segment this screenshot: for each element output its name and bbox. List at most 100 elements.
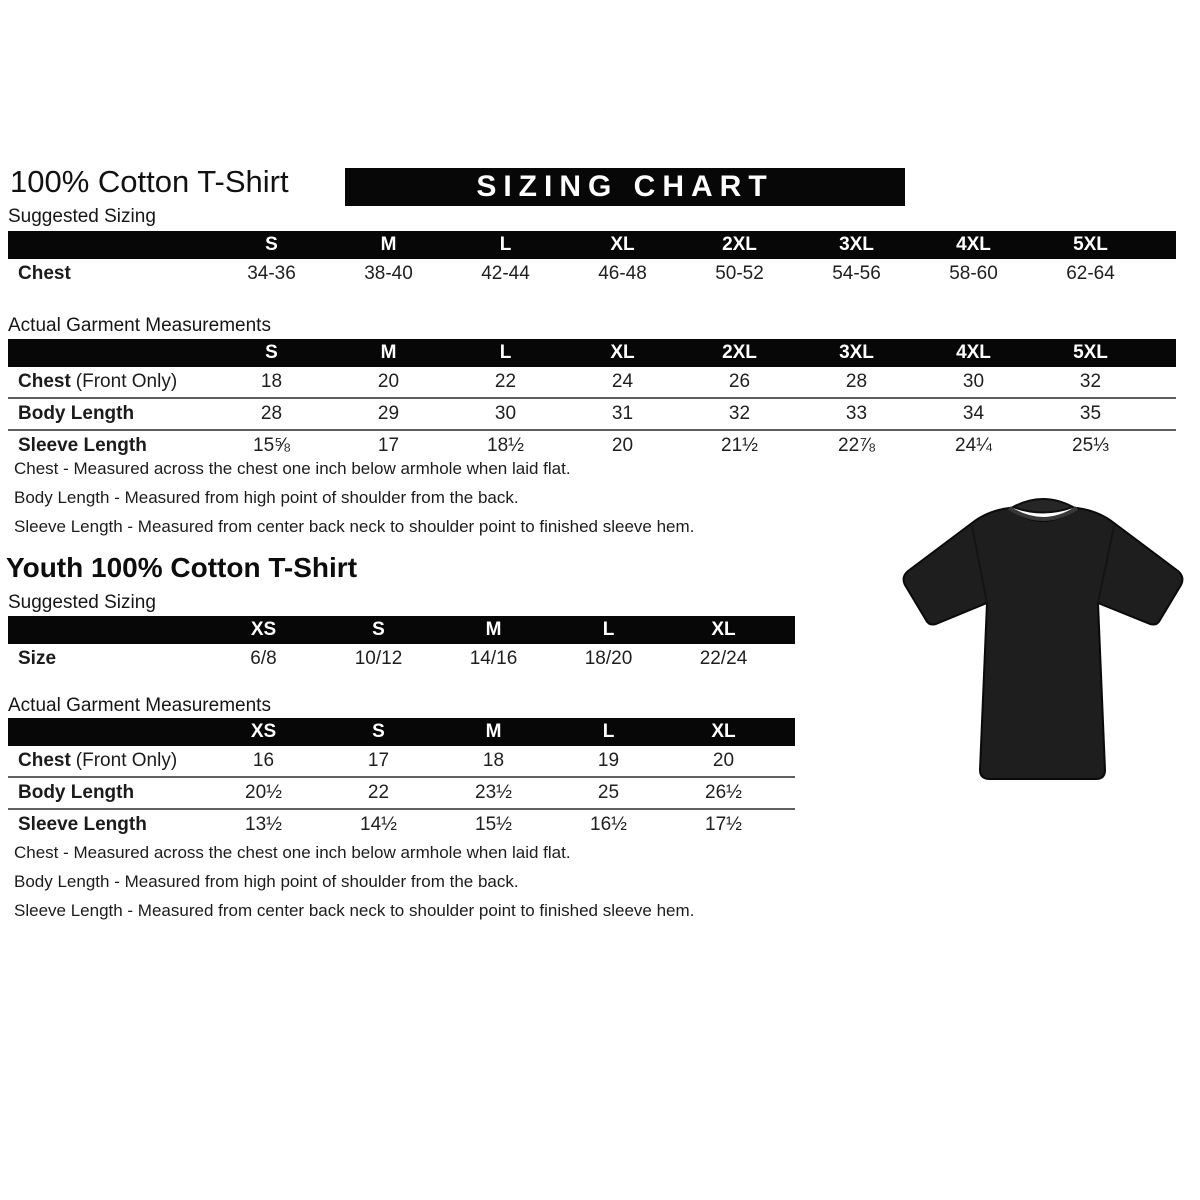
size-column-header: XS xyxy=(206,718,321,746)
size-column-header: L xyxy=(551,718,666,746)
cell-value: 10/12 xyxy=(354,648,403,669)
size-column-header: M xyxy=(330,339,447,367)
size-column-header: S xyxy=(321,616,436,644)
cell-value: 22⅞ xyxy=(798,429,915,461)
size-header-row: S M L XL 2XL 3XL 4XL 5XL xyxy=(8,231,1176,259)
header-spacer xyxy=(8,616,206,644)
row-label-suffix: (Front Only) xyxy=(75,750,178,771)
cell-value: 29 xyxy=(330,397,447,430)
cell-value: 34 xyxy=(915,397,1032,430)
size-column-header: M xyxy=(436,718,551,746)
adult-measurements-table: S M L XL 2XL 3XL 4XL 5XL Chest (Front Onl… xyxy=(8,339,1176,461)
size-header-row: XS S M L XL xyxy=(8,616,795,644)
table-row: Chest (Front Only) 18 20 22 24 26 28 30 3… xyxy=(8,367,1176,398)
size-column-header: XL xyxy=(666,718,781,746)
cell-value: 50-52 xyxy=(715,263,764,284)
youth-measurements-table: XS S M L XL Chest (Front Only) 16 17 18 1… xyxy=(8,718,795,840)
note-line: Body Length - Measured from high point o… xyxy=(14,872,519,891)
row-label: Sleeve Length xyxy=(18,814,147,835)
youth-measurements-label: Actual Garment Measurements xyxy=(8,695,271,716)
cell-value: 22/24 xyxy=(699,648,748,669)
cell-value: 19 xyxy=(597,750,620,771)
row-label-suffix: (Front Only) xyxy=(75,371,178,392)
cell-value: 31 xyxy=(564,397,681,430)
cell-value: 14/16 xyxy=(469,648,518,669)
cell-value: 14½ xyxy=(321,808,436,840)
size-column-header: XL xyxy=(564,231,681,259)
table-row: Size 6/8 10/12 14/16 18/20 22/24 xyxy=(8,644,795,674)
note-line: Sleeve Length - Measured from center bac… xyxy=(14,901,695,920)
table-row: Body Length 20½ 22 23½ 25 26½ xyxy=(8,776,795,809)
cell-value: 24 xyxy=(611,371,634,392)
cell-value: 16 xyxy=(252,750,275,771)
size-column-header: S xyxy=(213,339,330,367)
header-spacer xyxy=(781,616,795,644)
cell-value: 20 xyxy=(564,429,681,461)
header-spacer xyxy=(1149,231,1176,259)
cell-value: 20½ xyxy=(206,776,321,809)
youth-section-title: Youth 100% Cotton T-Shirt xyxy=(6,552,358,583)
size-column-header: 3XL xyxy=(798,231,915,259)
cell-value: 13½ xyxy=(206,808,321,840)
row-label: Chest xyxy=(18,263,71,284)
size-column-header: 4XL xyxy=(915,339,1032,367)
cell-value: 17 xyxy=(330,429,447,461)
cell-value: 35 xyxy=(1032,397,1149,430)
cell-value: 22 xyxy=(321,776,436,809)
cell-value: 25⅓ xyxy=(1032,429,1149,461)
size-column-header: 3XL xyxy=(798,339,915,367)
cell-value: 46-48 xyxy=(598,263,647,284)
cell-value: 25 xyxy=(551,776,666,809)
note-line: Sleeve Length - Measured from center bac… xyxy=(14,517,695,536)
header-spacer xyxy=(1149,339,1176,367)
cell-value: 34-36 xyxy=(247,263,296,284)
size-column-header: XS xyxy=(206,616,321,644)
size-column-header: 4XL xyxy=(915,231,1032,259)
cell-value: 15½ xyxy=(436,808,551,840)
adult-suggested-table: S M L XL 2XL 3XL 4XL 5XL Chest 34-36 38-… xyxy=(8,231,1176,289)
adult-measurement-notes: Chest - Measured across the chest one in… xyxy=(14,454,694,541)
note-line: Chest - Measured across the chest one in… xyxy=(14,459,571,478)
cell-value: 32 xyxy=(1079,371,1102,392)
cell-value: 17½ xyxy=(666,808,781,840)
cell-value: 54-56 xyxy=(832,263,881,284)
cell-value: 33 xyxy=(798,397,915,430)
cell-value: 20 xyxy=(712,750,735,771)
table-row: Sleeve Length 15⅝ 17 18½ 20 21½ 22⅞ 24¼ … xyxy=(8,429,1176,461)
note-line: Chest - Measured across the chest one in… xyxy=(14,843,571,862)
size-column-header: L xyxy=(447,231,564,259)
size-column-header: S xyxy=(213,231,330,259)
cell-value: 20 xyxy=(377,371,400,392)
table-row: Chest 34-36 38-40 42-44 46-48 50-52 54-5… xyxy=(8,259,1176,289)
header-spacer xyxy=(8,339,213,367)
size-column-header: 2XL xyxy=(681,339,798,367)
youth-suggested-table: XS S M L XL Size 6/8 10/12 14/16 18/20 2… xyxy=(8,616,795,674)
cell-value: 17 xyxy=(367,750,390,771)
youth-suggested-sizing-label: Suggested Sizing xyxy=(8,592,156,613)
cell-value: 18 xyxy=(260,371,283,392)
size-column-header: XL xyxy=(564,339,681,367)
cell-value: 26 xyxy=(728,371,751,392)
cell-value: 30 xyxy=(962,371,985,392)
youth-measurement-notes: Chest - Measured across the chest one in… xyxy=(14,838,694,925)
black-tshirt-image xyxy=(902,498,1184,780)
row-label: Chest xyxy=(18,750,71,771)
cell-value: 28 xyxy=(845,371,868,392)
cell-value: 18 xyxy=(482,750,505,771)
size-column-header: S xyxy=(321,718,436,746)
row-label: Size xyxy=(18,648,57,669)
cell-value: 62-64 xyxy=(1066,263,1115,284)
cell-value: 42-44 xyxy=(481,263,530,284)
size-header-row: XS S M L XL xyxy=(8,718,795,746)
table-row: Chest (Front Only) 16 17 18 19 20 xyxy=(8,746,795,777)
row-label: Chest xyxy=(18,371,71,392)
size-column-header: M xyxy=(436,616,551,644)
table-row: Body Length 28 29 30 31 32 33 34 35 xyxy=(8,397,1176,430)
size-column-header: XL xyxy=(666,616,781,644)
cell-value: 23½ xyxy=(436,776,551,809)
row-label: Body Length xyxy=(18,782,135,803)
sizing-chart-banner: SIZING CHART xyxy=(345,168,905,206)
cell-value: 18½ xyxy=(447,429,564,461)
cell-value: 6/8 xyxy=(250,648,277,669)
